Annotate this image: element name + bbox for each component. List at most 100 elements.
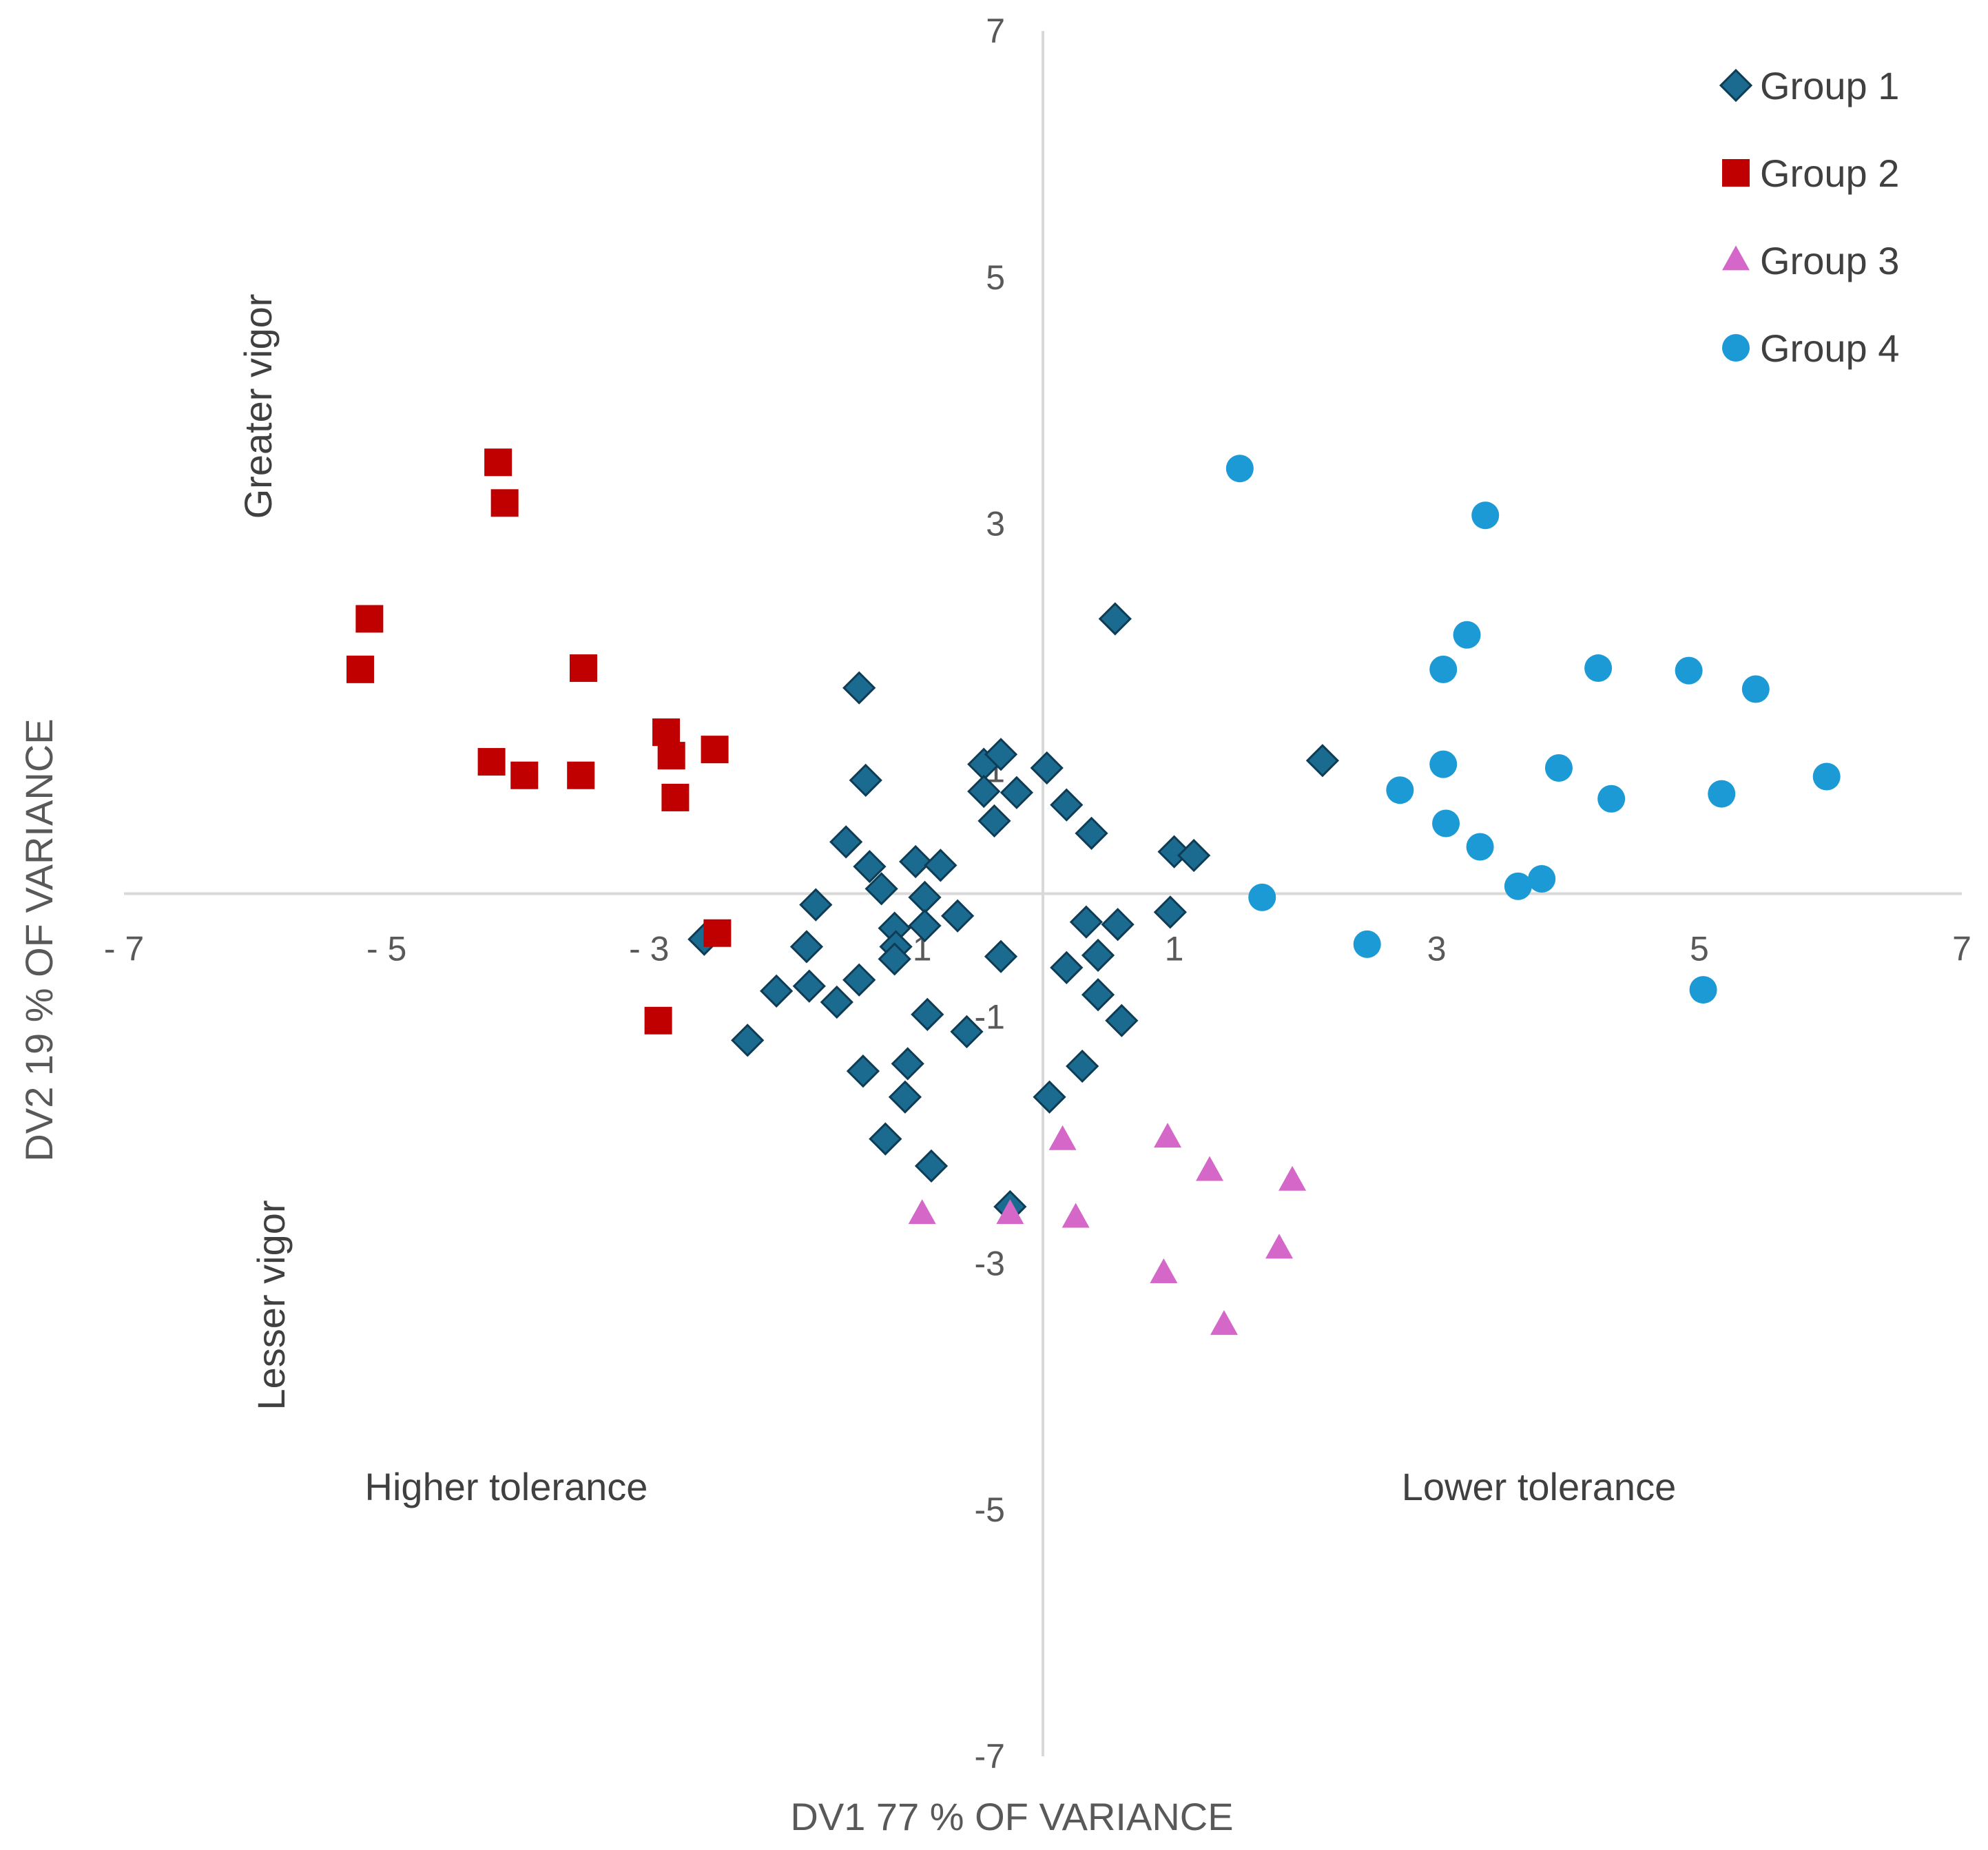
data-point [701,736,729,764]
data-point [950,1015,984,1049]
data-point [1196,1156,1224,1181]
axes [124,31,1962,1756]
data-point [1544,753,1573,782]
x-tick-label: - 3 [629,930,669,968]
annotation-greater-vigor: Greater vigor [236,294,280,519]
x-tick-label: 3 [1427,930,1447,968]
data-point [1177,838,1211,873]
data-point [703,919,732,947]
data-point [644,1006,672,1035]
y-tick-label: -3 [975,1244,1005,1282]
data-point [888,1080,922,1114]
data-point [1584,654,1613,683]
data-point [789,930,824,964]
data-point [984,939,1018,973]
legend-marker [1722,159,1750,187]
data-point [792,969,826,1003]
data-point [1048,1125,1077,1150]
series-group-4 [1225,455,1841,1004]
data-point [1432,809,1460,838]
data-point [908,1199,936,1225]
data-point [1708,780,1736,808]
data-point [484,448,512,477]
x-axis-title: DV1 77 % OF VARIANCE [790,1795,1233,1838]
data-point [1504,872,1532,900]
data-point [567,761,595,789]
data-point [1000,776,1034,809]
data-point [899,844,933,879]
series-group-3 [908,1123,1307,1335]
data-point [1154,1123,1182,1148]
data-point [1528,865,1556,893]
data-point [1225,455,1254,483]
data-point [1278,1165,1307,1191]
data-point [1429,655,1458,683]
data-point [1150,1258,1178,1283]
data-point [1081,938,1115,973]
data-point [924,849,957,882]
data-point [1741,675,1770,703]
data-point [849,763,882,798]
data-point [820,985,853,1019]
data-point [1069,905,1104,939]
data-point [1689,976,1717,1004]
data-point [652,718,681,747]
legend-label: Group 4 [1760,326,1899,370]
y-tick-label: 5 [986,258,1005,297]
legend-label: Group 2 [1760,152,1899,195]
x-tick-label: - 7 [104,930,144,968]
data-point [1030,751,1064,785]
data-point [1075,816,1108,850]
legend-marker [1722,245,1750,271]
data-point [1305,744,1340,778]
data-point [661,783,690,811]
data-point [1066,1049,1099,1083]
data-point [731,1023,765,1057]
legend-label: Group 1 [1760,64,1899,107]
data-point [1062,1203,1090,1228]
data-point [1050,950,1084,984]
data-point [908,880,942,914]
data-point [846,1054,880,1088]
data-point [853,850,887,884]
data-point [984,738,1018,771]
data-point [570,654,597,683]
data-point [355,605,384,633]
data-point [1466,833,1494,861]
data-point [1265,1234,1294,1259]
x-tick-label: 7 [1952,930,1971,968]
data-point [760,974,794,1008]
data-point [977,804,1011,838]
data-point [842,671,876,705]
data-point [657,742,685,770]
data-point [799,888,833,922]
data-point [490,489,519,517]
data-point [1101,908,1135,942]
x-tick-label: 5 [1690,930,1709,968]
data-point [908,908,942,943]
data-point [996,1199,1024,1225]
data-point [1098,602,1132,636]
legend-label: Group 3 [1760,239,1899,282]
y-tick-label: -7 [975,1737,1005,1776]
data-points [346,448,1841,1335]
data-point [1153,895,1187,929]
data-point [1033,1080,1066,1114]
data-point [1386,776,1414,804]
annotation-lesser-vigor: Lesser vigor [249,1200,293,1410]
data-point [1081,978,1115,1012]
y-tick-label: 3 [986,505,1005,543]
data-point [1429,750,1458,778]
y-tick-label: 7 [986,12,1005,50]
data-point [967,774,1001,809]
data-point [1453,621,1481,649]
data-point [346,655,375,683]
legend-marker [1719,68,1753,103]
data-point [941,899,975,933]
y-tick-label: -5 [975,1490,1005,1529]
data-point [1248,883,1276,911]
data-point [864,872,898,906]
legend: Group 1 Group 2 Group 3 Group 4 [1719,64,1899,370]
